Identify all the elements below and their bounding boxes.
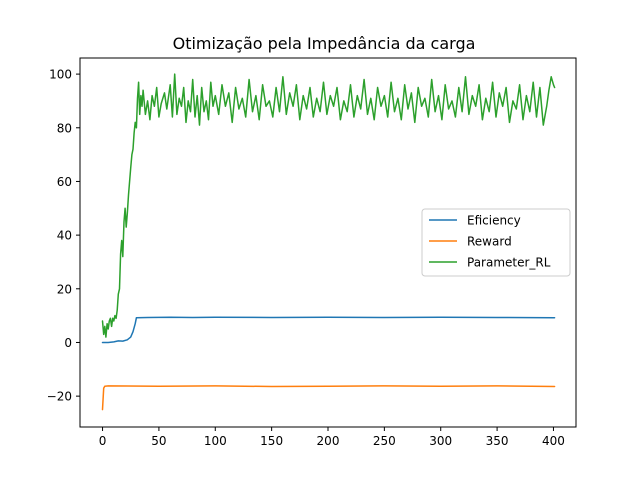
x-tick-label: 350 bbox=[486, 434, 509, 448]
y-axis: −20 0 20 40 60 80 100 bbox=[47, 68, 80, 404]
series-line-0 bbox=[101, 316, 556, 344]
y-tick-label: 40 bbox=[57, 229, 72, 243]
series-line-2 bbox=[101, 73, 556, 338]
legend-label: Reward bbox=[467, 235, 512, 249]
x-tick-label: 200 bbox=[317, 434, 340, 448]
y-tick-label: 80 bbox=[57, 121, 72, 135]
legend: Eficiency Reward Parameter_RL bbox=[421, 208, 571, 277]
x-axis: 0 50 100 150 200 250 300 350 400 bbox=[99, 427, 565, 448]
series-line-1 bbox=[101, 385, 556, 411]
x-tick-label: 0 bbox=[99, 434, 107, 448]
legend-label: Parameter_RL bbox=[467, 256, 551, 270]
x-tick-label: 250 bbox=[373, 434, 396, 448]
y-tick-label: 0 bbox=[64, 336, 72, 350]
series-layer bbox=[101, 73, 556, 411]
y-tick-label: 100 bbox=[49, 68, 72, 82]
y-tick-label: 20 bbox=[57, 282, 72, 296]
legend-box bbox=[421, 208, 571, 277]
legend-label: Eficiency bbox=[467, 214, 521, 228]
x-tick-label: 400 bbox=[542, 434, 565, 448]
y-tick-label: 60 bbox=[57, 175, 72, 189]
x-tick-label: 300 bbox=[429, 434, 452, 448]
chart-title: Otimização pela Impedância da carga bbox=[173, 34, 476, 53]
x-tick-label: 150 bbox=[260, 434, 283, 448]
x-tick-label: 100 bbox=[204, 434, 227, 448]
y-tick-label: −20 bbox=[47, 390, 72, 404]
x-tick-label: 50 bbox=[151, 434, 166, 448]
